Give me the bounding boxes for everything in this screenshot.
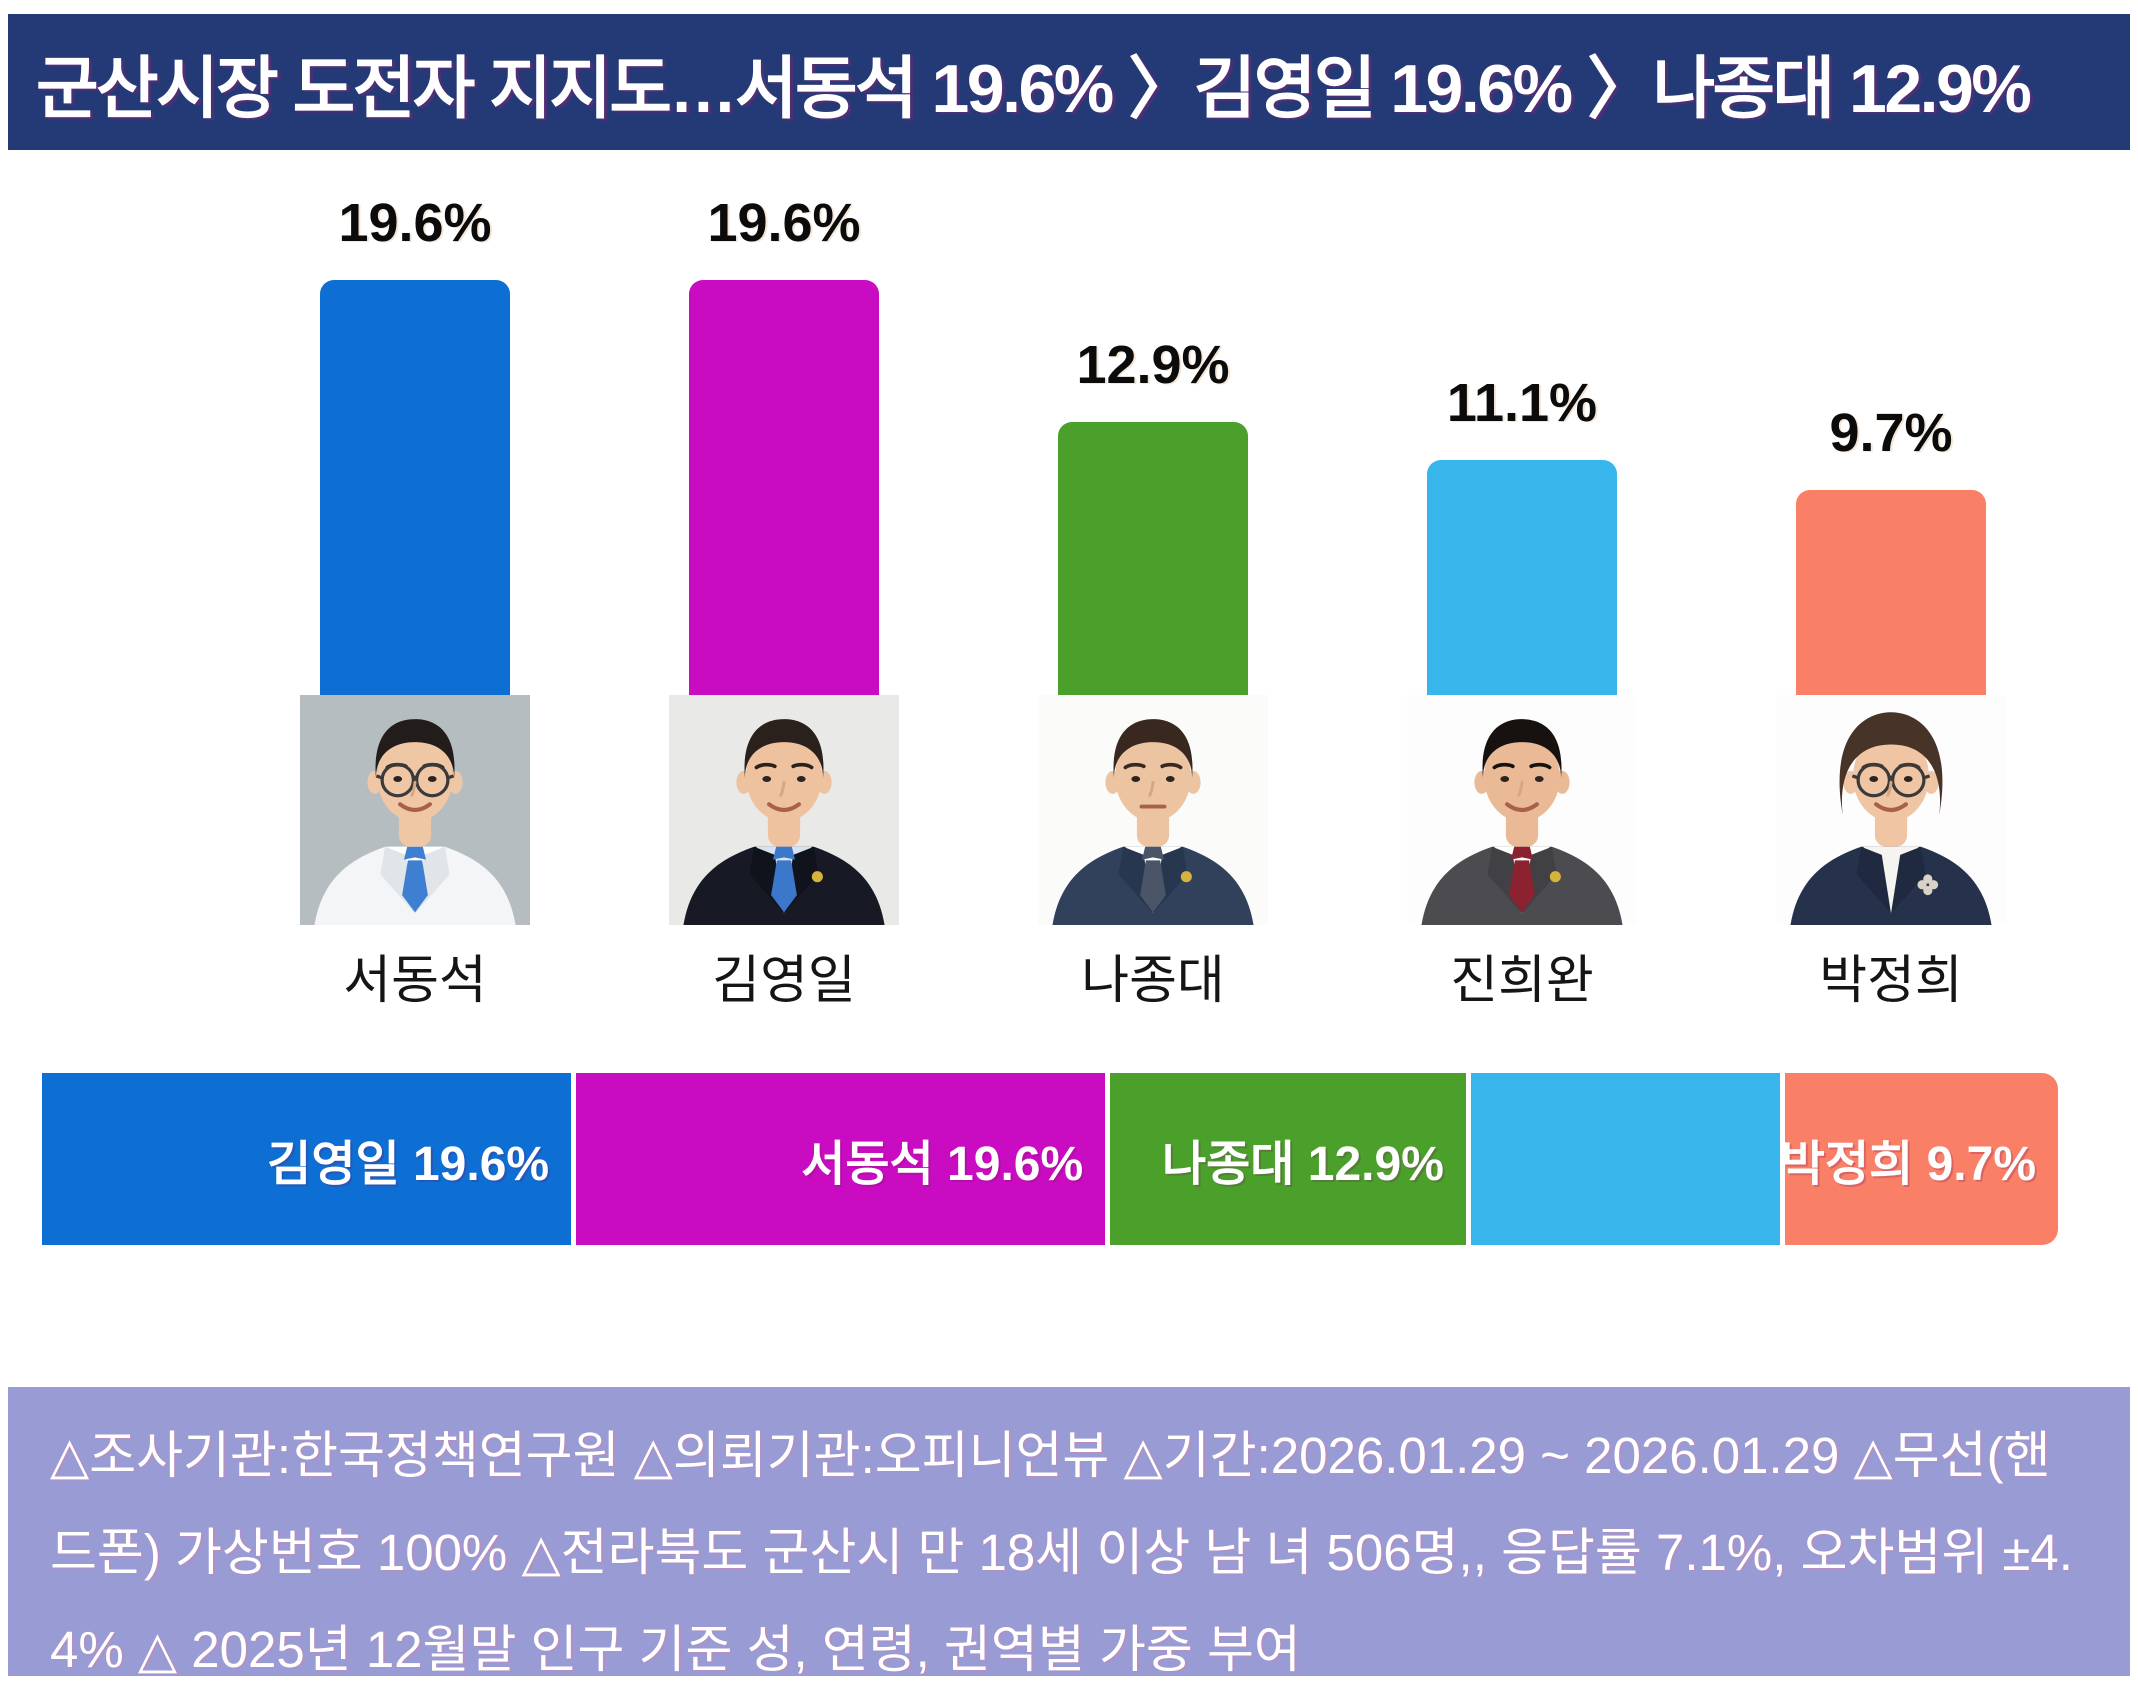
page-title: 군산시장 도전자 지지도…서동석 19.6% 〉김영일 19.6% 〉나종대 1… bbox=[36, 50, 2032, 127]
stacked-segment-label: 김영일 19.6% bbox=[267, 1138, 550, 1191]
bar-value-label: 11.1% bbox=[1446, 373, 1598, 433]
stacked-segment-label: 나종대 12.9% bbox=[1161, 1138, 1444, 1191]
candidate-column-2: 19.6% 김영일 bbox=[669, 150, 899, 1010]
candidate-photo bbox=[1407, 695, 1637, 925]
glasses-icon bbox=[1851, 762, 1931, 798]
support-bar bbox=[689, 280, 879, 695]
stacked-segment-1: 김영일 19.6% bbox=[42, 1073, 572, 1245]
candidate-photo bbox=[1038, 695, 1268, 925]
candidate-column-4: 11.1% 진희완 bbox=[1407, 150, 1637, 1010]
brooch-icon bbox=[1917, 874, 1939, 896]
support-bar bbox=[1796, 490, 1986, 695]
candidate-column-5: 9.7% 박정희 bbox=[1776, 150, 2006, 1010]
stacked-segment-4 bbox=[1470, 1073, 1781, 1245]
portrait-illustration bbox=[1776, 695, 2006, 925]
candidate-name: 진희완 bbox=[1450, 952, 1594, 1010]
candidate-column-1: 19.6% 서동석 bbox=[300, 150, 530, 1010]
stacked-segment-2: 서동석 19.6% bbox=[576, 1073, 1106, 1245]
survey-methodology-text: △조사기관:한국정책연구원 △의뢰기관:오피니언뷰 △기간:2026.01.29… bbox=[50, 1427, 2073, 1678]
lapel-badge-icon bbox=[1549, 871, 1561, 883]
lapel-badge-icon bbox=[1180, 871, 1192, 883]
portrait-illustration bbox=[300, 695, 530, 925]
candidate-name: 박정희 bbox=[1819, 952, 1963, 1010]
portrait-illustration bbox=[669, 695, 899, 925]
survey-methodology-panel: △조사기관:한국정책연구원 △의뢰기관:오피니언뷰 △기간:2026.01.29… bbox=[8, 1387, 2130, 1678]
portrait-illustration bbox=[1038, 695, 1268, 925]
candidate-name: 김영일 bbox=[712, 952, 856, 1010]
portrait-illustration bbox=[1407, 695, 1637, 925]
stacked-segment-label: 서동석 19.6% bbox=[801, 1138, 1084, 1191]
stacked-summary-bar: 김영일 19.6% 서동석 19.6% 나종대 12.9% 박정희 9.7% bbox=[42, 1073, 2059, 1245]
bar-value-label: 12.9% bbox=[1076, 335, 1230, 395]
support-bar bbox=[1427, 460, 1617, 695]
candidate-column-3: 12.9% 나종대 bbox=[1038, 150, 1268, 1010]
stacked-segment-label: 박정희 9.7% bbox=[1780, 1138, 2037, 1191]
candidate-name: 나종대 bbox=[1081, 952, 1225, 1010]
candidate-name: 서동석 bbox=[343, 952, 487, 1010]
candidate-photo bbox=[300, 695, 530, 925]
glasses-icon bbox=[375, 762, 455, 798]
bar-value-label: 9.7% bbox=[1829, 403, 1953, 463]
candidate-photo bbox=[669, 695, 899, 925]
candidate-photo bbox=[1776, 695, 2006, 925]
support-bar bbox=[1058, 422, 1248, 695]
lapel-badge-icon bbox=[811, 871, 823, 883]
stacked-segment-5: 박정희 9.7% bbox=[1781, 1073, 2059, 1245]
bar-chart: 19.6% 서동석 19.6% 김영일 12.9% 나종대 11.1% 진희완 9.7% 박정희 bbox=[0, 150, 2138, 1010]
stacked-segment-3: 나종대 12.9% bbox=[1110, 1073, 1466, 1245]
bar-value-label: 19.6% bbox=[338, 193, 492, 253]
title-banner: 군산시장 도전자 지지도…서동석 19.6% 〉김영일 19.6% 〉나종대 1… bbox=[8, 14, 2130, 150]
bar-value-label: 19.6% bbox=[707, 193, 861, 253]
support-bar bbox=[320, 280, 510, 695]
